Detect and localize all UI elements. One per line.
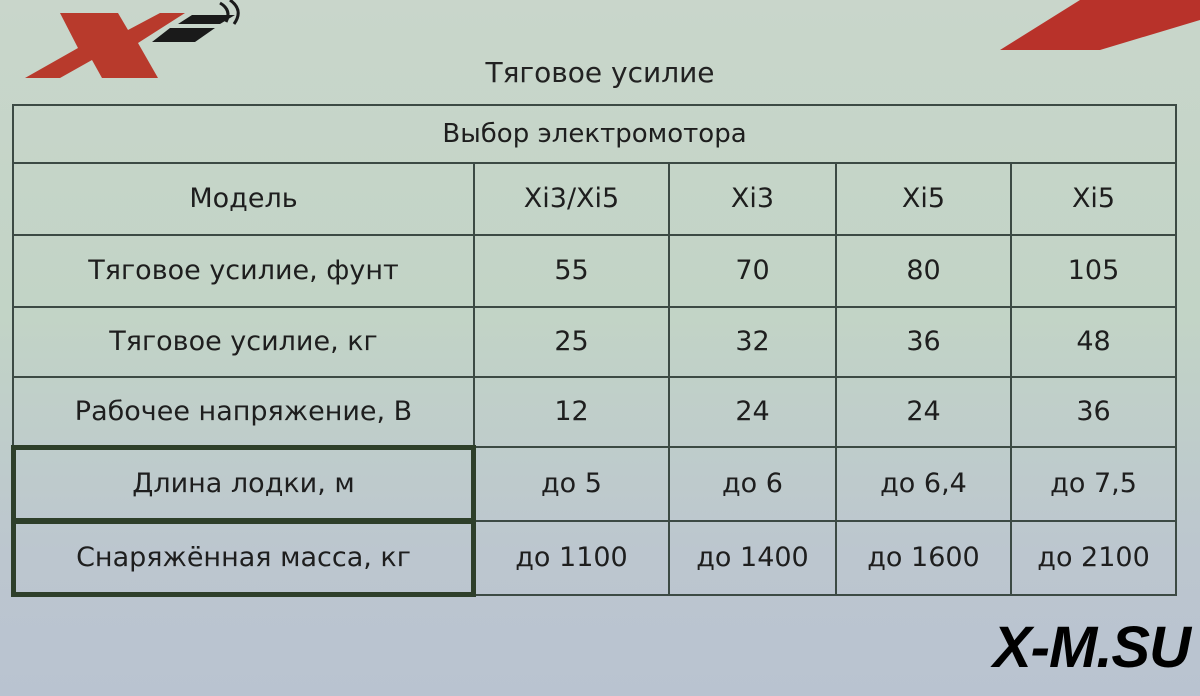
row-label: Модель (12, 162, 475, 236)
model-cell: Xi5 (1009, 162, 1178, 236)
decorative-red-stripe (1000, 0, 1200, 50)
row-label: Рабочее напряжение, В (12, 376, 475, 448)
value-cell: до 6,4 (835, 446, 1012, 522)
value-cell: до 1600 (835, 520, 1012, 596)
model-cell: Xi3/Xi5 (473, 162, 670, 236)
row-label: Тяговое усилие, фунт (12, 234, 475, 308)
value-cell: 24 (668, 376, 837, 448)
value-cell: 80 (835, 234, 1012, 308)
model-cell: Xi3 (668, 162, 837, 236)
table-row: Тяговое усилие, кг 25 32 36 48 (12, 306, 1178, 378)
table-row: Тяговое усилие, фунт 55 70 80 105 (12, 234, 1178, 308)
value-cell: 48 (1009, 306, 1178, 378)
row-label-highlighted: Снаряжённая масса, кг (11, 519, 476, 597)
motor-selection-table: Выбор электромотора Модель Xi3/Xi5 Xi3 X… (11, 104, 1178, 597)
row-label: Тяговое усилие, кг (12, 306, 475, 378)
value-cell: 36 (1009, 376, 1178, 448)
value-cell: 55 (473, 234, 670, 308)
value-cell: 70 (668, 234, 837, 308)
table-row: Снаряжённая масса, кг до 1100 до 1400 до… (11, 519, 1178, 597)
table-row: Рабочее напряжение, В 12 24 24 36 (12, 376, 1178, 448)
value-cell: 12 (473, 376, 670, 448)
model-cell: Xi5 (835, 162, 1012, 236)
table-row: Модель Xi3/Xi5 Xi3 Xi5 Xi5 (12, 162, 1178, 236)
value-cell: до 5 (473, 446, 670, 522)
value-cell: до 2100 (1009, 520, 1178, 596)
value-cell: до 6 (668, 446, 837, 522)
value-cell: 25 (473, 306, 670, 378)
table-row: Длина лодки, м до 5 до 6 до 6,4 до 7,5 (11, 445, 1178, 523)
value-cell: до 7,5 (1009, 446, 1178, 522)
value-cell: 105 (1009, 234, 1178, 308)
value-cell: 24 (835, 376, 1012, 448)
value-cell: до 1100 (473, 520, 670, 596)
table-caption: Выбор электромотора (11, 104, 1178, 164)
watermark: X-M.SU (993, 615, 1191, 680)
brand-logo (25, 0, 240, 78)
value-cell: 32 (668, 306, 837, 378)
value-cell: до 1400 (668, 520, 837, 596)
slide-title: Тяговое усилие (485, 56, 715, 89)
value-cell: 36 (835, 306, 1012, 378)
row-label-highlighted: Длина лодки, м (11, 445, 476, 523)
